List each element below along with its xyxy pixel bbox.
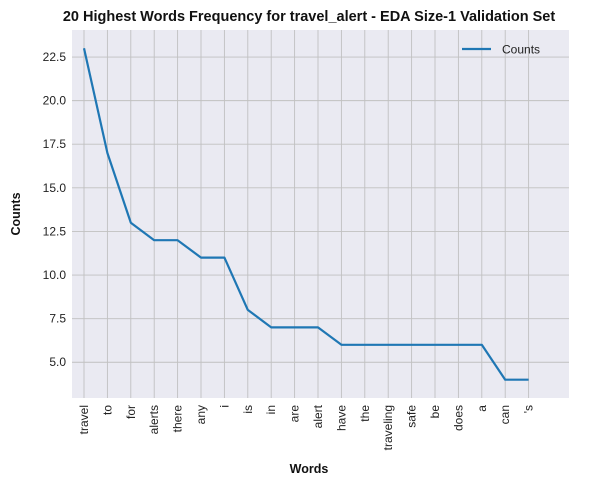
x-tick-label: safe: [405, 405, 419, 428]
x-tick-label: travel: [77, 405, 91, 434]
x-tick-label: there: [171, 405, 185, 433]
x-tick-label: 's: [522, 405, 536, 413]
x-tick-label: are: [288, 405, 302, 423]
x-tick-label: traveling: [381, 405, 395, 450]
plot-area: [72, 30, 569, 398]
x-tick-label: for: [124, 405, 138, 419]
x-tick-label: a: [475, 405, 489, 412]
y-axis-label: Counts: [9, 192, 23, 235]
y-tick-label: 20.0: [43, 94, 67, 108]
y-tick-label: 17.5: [43, 137, 67, 151]
x-tick-label: alerts: [147, 405, 161, 434]
x-tick-label: can: [498, 405, 512, 424]
legend: Counts: [462, 43, 540, 57]
x-tick-label: have: [334, 405, 348, 431]
y-tick-label: 5.0: [49, 355, 66, 369]
legend-label-counts: Counts: [502, 43, 540, 57]
series-line-counts: [82, 48, 529, 381]
x-tick-label: in: [264, 405, 278, 414]
x-tick-label: be: [428, 405, 442, 419]
x-tick-label: is: [241, 405, 255, 414]
y-tick-label: 22.5: [43, 50, 67, 64]
x-tick-label: to: [100, 405, 114, 415]
x-tick-label: the: [358, 405, 372, 422]
x-axis-ticks: travel to for alerts there any i is in are alert ha…: [77, 404, 536, 450]
y-axis-ticks: 5.0 7.5 10.0 12.5 15.0 17.5 20.0 22.5: [43, 50, 67, 369]
y-tick-label: 12.5: [43, 224, 67, 238]
x-tick-label: any: [194, 405, 208, 424]
grid-lines: [72, 30, 569, 398]
x-axis-label: Words: [290, 462, 329, 476]
x-tick-label: alert: [311, 404, 325, 428]
y-tick-label: 10.0: [43, 268, 67, 282]
chart-title: 20 Highest Words Frequency for travel_al…: [63, 9, 556, 25]
y-tick-label: 7.5: [49, 312, 66, 326]
x-tick-label: does: [451, 405, 465, 431]
x-tick-label: i: [217, 405, 231, 408]
y-tick-label: 15.0: [43, 181, 67, 195]
